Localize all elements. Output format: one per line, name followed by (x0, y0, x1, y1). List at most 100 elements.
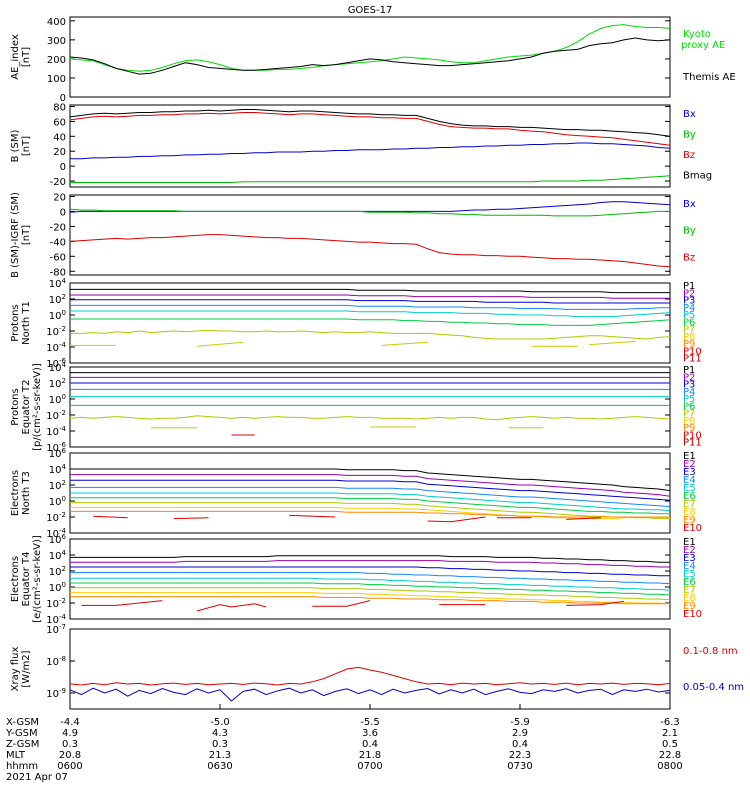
y-tick-label: 60 (53, 117, 66, 128)
y-tick-label: 10-4 (46, 341, 66, 354)
y-axis-label: B (SM)-IGRF (SM) (10, 192, 21, 278)
series-line (70, 486, 671, 508)
x-tick-value: 22.3 (509, 750, 531, 761)
panel-4: 104 102 100 10-2 10-4 10-6 Protons North T1 P1P2… (10, 277, 702, 370)
x-tick-value: 0.4 (512, 739, 528, 750)
y-axis-label: [W/m2] (21, 650, 32, 687)
legend-label: P10 (683, 346, 702, 357)
legend-label: P9 (683, 423, 695, 434)
y-axis-label: Equator T2 (21, 380, 32, 435)
panel-frame (69, 194, 671, 276)
y-axis-label: [nT] (21, 47, 32, 67)
legend-label: P7 (683, 325, 695, 336)
series-line (70, 318, 671, 326)
legend-label: P6 (683, 317, 695, 328)
legend-label: E10 (683, 523, 702, 534)
series-segment (173, 517, 209, 520)
panel-2: 80 60 40 20 0 -20 B (SM) [nT] Bx By Bz Bmag (10, 102, 712, 188)
legend-label: Bmag (683, 171, 712, 182)
legend-label: P2 (683, 288, 695, 299)
y-axis-label: [e/(cm²-s-sr-keV)] (32, 535, 43, 623)
legend-label: E9 (683, 601, 696, 612)
y-tick-label: 102 (49, 479, 66, 492)
legend-label: P11 (683, 438, 702, 449)
y-tick-label: 104 (49, 463, 67, 476)
y-tick-label: 104 (49, 277, 67, 290)
x-tick-value: 0.4 (362, 739, 378, 750)
y-axis-label: Protons (10, 388, 21, 425)
x-tick-value: 3.6 (362, 728, 378, 739)
series-line (70, 492, 671, 512)
y-tick-label: 100 (47, 74, 66, 85)
legend-label: P6 (683, 401, 695, 412)
y-tick-label: 400 (47, 17, 66, 28)
y-tick-label: -60 (50, 252, 66, 263)
series-segment (566, 600, 624, 606)
legend-label: Themis AE (682, 72, 736, 83)
x-tick-value: -4.4 (60, 717, 80, 728)
series-line (70, 596, 670, 605)
y-tick-label: 102 (49, 293, 66, 306)
x-tick-value: 4.3 (212, 728, 228, 739)
y-tick-label: -80 (50, 267, 66, 278)
series-line (69, 415, 671, 421)
y-tick-label: 40 (53, 132, 66, 143)
series-line (69, 24, 671, 72)
panel-5: 104 102 100 10-2 10-4 10-6 Protons Equator T2 [p… (10, 361, 702, 454)
legend-label: 0.05-0.4 nm (683, 682, 744, 693)
legend-label: E8 (683, 593, 696, 604)
series-line (70, 572, 671, 585)
panel-7: 106 104 102 100 10-2 10-4 Electrons Equator T4[… (10, 533, 702, 626)
series-line (69, 208, 670, 217)
series-line (70, 582, 671, 596)
legend-label: E5 (683, 569, 696, 580)
panel-frame (69, 628, 671, 710)
y-axis-label: Protons (10, 304, 21, 341)
y-tick-label: 300 (47, 36, 66, 47)
y-axis-label: North T3 (21, 471, 32, 515)
x-tick-value: 2.1 (662, 728, 678, 739)
legend-label: E6 (683, 491, 696, 502)
y-tick-label: -40 (50, 237, 66, 248)
y-axis-label: North T1 (21, 301, 32, 345)
x-tick-value: 2.9 (512, 728, 528, 739)
legend-label: E10 (683, 609, 702, 620)
legend-label: P1 (683, 365, 695, 376)
y-tick-label: -20 (50, 177, 66, 188)
legend-label: E7 (683, 585, 696, 596)
series-line (69, 112, 671, 146)
x-tick-value: 0730 (507, 761, 532, 772)
y-tick-label: 10-4 (46, 613, 66, 626)
legend-label: P3 (683, 296, 695, 307)
legend-label: Bx (683, 109, 696, 120)
series-line (69, 201, 671, 213)
y-tick-label: 10-2 (46, 511, 66, 524)
legend-label: E1 (683, 537, 696, 548)
y-axis-label: AE_index (10, 34, 21, 80)
legend-label: P8 (683, 332, 695, 343)
legend-label: P10 (683, 430, 702, 441)
y-tick-label: 20 (53, 192, 66, 203)
y-tick-label: 10-8 (46, 655, 66, 668)
y-tick-label: 200 (47, 55, 66, 66)
legend-label: E9 (683, 515, 696, 526)
x-row-label: hhmm (6, 761, 38, 772)
series-line (70, 479, 671, 501)
y-axis-label: [nT] (21, 225, 32, 245)
x-tick-value: 0630 (207, 761, 232, 772)
series-line (69, 109, 671, 137)
legend-label: By (683, 130, 696, 141)
x-tick-value: -6.3 (660, 717, 680, 728)
series-segment (289, 514, 336, 518)
y-tick-label: 10-4 (46, 527, 66, 540)
legend-label: E7 (683, 499, 696, 510)
x-tick-value: 0800 (657, 761, 682, 772)
y-tick-label: 106 (49, 447, 67, 460)
series-segment (196, 341, 244, 347)
panel-frame (69, 16, 671, 98)
y-tick-label: 10-2 (46, 597, 66, 610)
